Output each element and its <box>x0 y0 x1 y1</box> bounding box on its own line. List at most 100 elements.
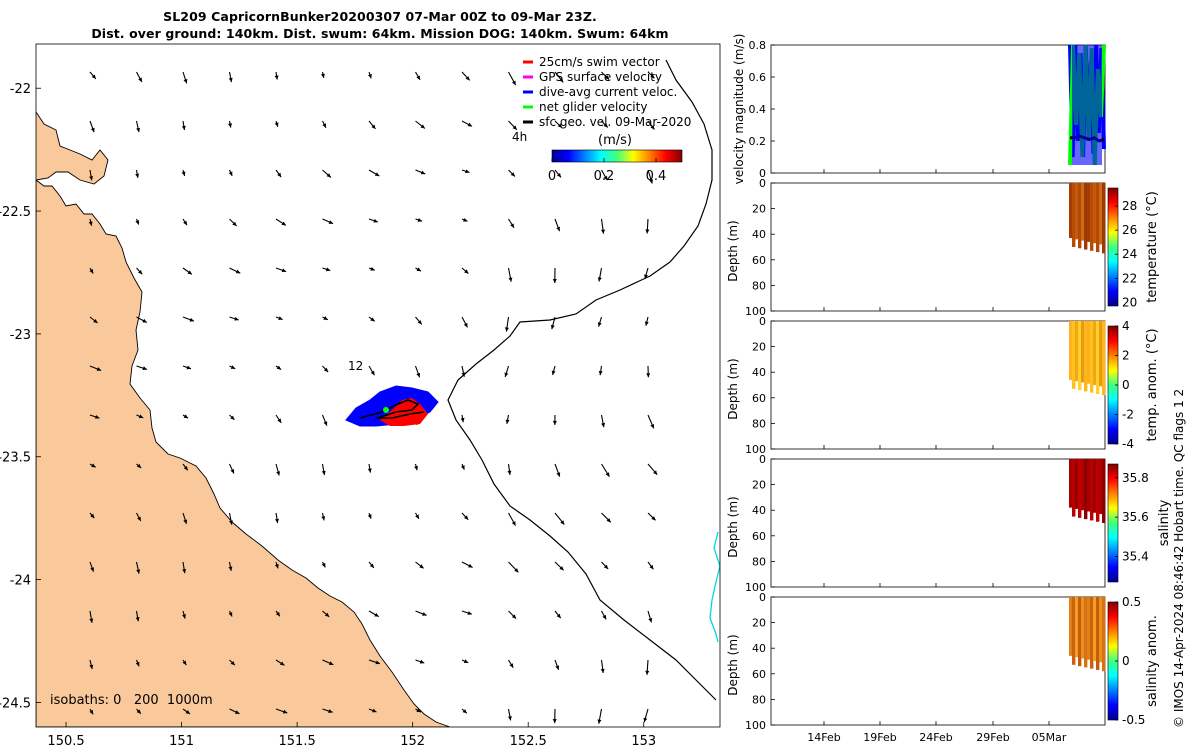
chart-title-line-1: SL209 CapricornBunker20200307 07-Mar 00Z… <box>163 9 597 24</box>
panel-colorbar-tick-label: 22 <box>1122 271 1137 285</box>
profile-cast <box>1069 597 1073 656</box>
depth-tick-label: 0 <box>759 315 766 328</box>
date-tick-label: 24Feb <box>919 731 952 744</box>
velocity-vector-head <box>649 179 653 184</box>
velocity-vector-head <box>136 127 141 133</box>
velocity-vector-head <box>323 316 328 320</box>
map-axes: 150.5 151 151.5 152 152.5 153 -22 -22.5 -23 -23.5… <box>0 82 656 749</box>
velocity-vector-head <box>89 269 94 274</box>
velocity-vector-head <box>183 465 188 471</box>
velocity-vector-head <box>511 614 517 619</box>
velocity-vector-head <box>137 516 141 522</box>
velocity-vector-head <box>420 170 426 175</box>
velocity-vector-head <box>90 567 95 572</box>
velocity-vector-head <box>322 123 326 128</box>
velocity-vector-head <box>135 661 140 667</box>
velocity-vector-head <box>415 514 419 519</box>
chart-title-line-2: Dist. over ground: 140km. Dist. swum: 64… <box>91 26 669 41</box>
isobath-1000m <box>709 531 720 643</box>
panel-frame <box>770 320 1106 450</box>
velocity-vector-head <box>552 420 557 425</box>
velocity-vector-head <box>462 709 467 714</box>
profile-cast <box>1102 321 1106 396</box>
velocity-vector-head <box>416 75 421 80</box>
velocity-vector-head <box>505 419 510 424</box>
velocity-vector-head <box>89 709 94 715</box>
velocity-vector-head <box>468 563 473 568</box>
velocity-vector-head <box>276 365 282 370</box>
velocity-vector-head <box>278 316 283 320</box>
velocity-vector-head <box>550 324 555 330</box>
panel-3: 0 20 40 60 80 100 -4 -2 0 2 4 Depth (m) temp. anom. … <box>726 315 1160 456</box>
depth-tick-label: 100 <box>745 443 766 456</box>
velocity-vector-head <box>374 612 379 617</box>
velocity-vector-head <box>507 716 512 721</box>
panel-colorbar-label: temp. anom. (°C) <box>1145 328 1160 441</box>
velocity-vector-head <box>465 169 470 174</box>
panel-colorbar <box>1107 463 1119 583</box>
velocity-vector-head <box>138 77 142 82</box>
velocity-vector-head <box>370 266 375 271</box>
velocity-vector-head <box>557 123 563 128</box>
panel-frame <box>770 596 1106 726</box>
velocity-vector-head <box>420 124 425 129</box>
panel-colorbar <box>1107 187 1119 307</box>
profile-cast <box>1087 321 1091 384</box>
velocity-vector-head <box>556 173 562 178</box>
profile-cast <box>1078 321 1082 391</box>
profile-cast <box>1099 183 1103 245</box>
depth-tick-label: 40 <box>752 228 766 241</box>
profile-cast <box>1099 321 1103 387</box>
net-glider-velocity-marker <box>383 407 389 413</box>
velocity-vector-head <box>555 665 560 670</box>
profile-cast <box>1102 597 1106 672</box>
velocity-vector-head <box>461 372 466 377</box>
velocity-vector-head <box>504 327 509 332</box>
coastline-land <box>36 179 451 727</box>
profile-cast <box>1096 459 1100 522</box>
velocity-vector-head <box>370 317 375 322</box>
velocity-vector-head <box>135 173 140 178</box>
velocity-vector-head <box>183 414 189 419</box>
velocity-vector-head <box>606 518 611 523</box>
velocity-vector-head <box>325 267 331 272</box>
velocity-vector-head <box>277 418 282 423</box>
velocity-vector-head <box>367 514 372 519</box>
velocity-vector-head <box>603 123 608 128</box>
velocity-vector-head <box>514 568 519 573</box>
profile-cast <box>1072 459 1076 517</box>
depth-y-label: Depth (m) <box>726 496 740 557</box>
velocity-vector-head <box>416 372 421 378</box>
velocity-vector-head <box>600 668 605 673</box>
velocity-vector-head <box>91 463 96 468</box>
profile-cast <box>1084 183 1088 250</box>
profile-cast <box>1102 459 1106 523</box>
velocity-vector-head <box>93 318 98 323</box>
velocity-vector-head <box>88 221 93 226</box>
profile-cast <box>1072 321 1076 389</box>
velocity-vector-head <box>189 317 194 322</box>
velocity-vector-head <box>464 269 469 274</box>
profile-cast <box>1102 183 1106 254</box>
panel-frame <box>770 44 1106 174</box>
velocity-vector-head <box>556 472 561 477</box>
velocity-vector-head <box>321 516 326 521</box>
velocity-vector-head <box>183 220 187 226</box>
velocity-vector-head <box>374 172 380 177</box>
velocity-vector-head <box>182 614 186 619</box>
velocity-vector-head <box>597 277 602 282</box>
velocity-vector-head <box>601 229 605 234</box>
map-y-tick-label: -23.5 <box>0 451 31 466</box>
velocity-vector-head <box>597 719 602 724</box>
velocity-vector-head <box>465 76 470 81</box>
velocity-vector-head <box>328 661 334 665</box>
colorbar-tick-label: 0.2 <box>594 169 615 184</box>
profile-cast <box>1075 183 1079 240</box>
velocity-vector-head <box>508 277 513 282</box>
velocity-vector-head <box>467 611 472 615</box>
panel-colorbar-tick-label: 2 <box>1122 349 1130 363</box>
profile-cast <box>1072 597 1076 665</box>
legend-entry: sfc geo. vel. 09-Mar-2020 <box>539 115 691 129</box>
profile-cast <box>1072 183 1076 247</box>
